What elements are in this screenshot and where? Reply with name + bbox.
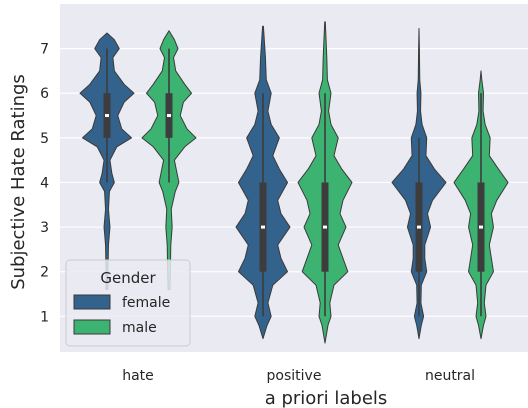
violin-median	[479, 225, 483, 229]
legend-swatch-female	[73, 294, 111, 310]
y-tick-label: 7	[40, 42, 49, 58]
violin-median	[105, 114, 109, 118]
violins	[79, 21, 509, 344]
x-tick-label: hate	[122, 368, 154, 384]
y-tick-label: 6	[40, 86, 49, 102]
x-tick-labels: hate positive neutral	[122, 368, 475, 384]
violin-median	[417, 225, 421, 229]
violin-median	[167, 114, 171, 118]
x-axis-label: a priori labels	[265, 388, 388, 408]
legend-title: Gender	[100, 269, 156, 287]
y-tick-labels: 1 2 3 4 5 6 7	[40, 42, 49, 326]
y-tick-label: 4	[40, 175, 49, 191]
legend-swatch-male	[73, 319, 111, 335]
y-tick-label: 2	[40, 265, 49, 281]
x-tick-label: neutral	[425, 368, 475, 384]
x-tick-label: positive	[267, 368, 322, 384]
y-tick-label: 3	[40, 220, 49, 236]
legend-label-male: male	[122, 320, 157, 336]
legend: Gender female male	[65, 259, 191, 347]
violin-median	[261, 225, 265, 229]
y-tick-label: 1	[40, 309, 49, 325]
violin-median	[323, 225, 327, 229]
y-axis-label: Subjective Hate Ratings	[8, 74, 29, 290]
y-tick-label: 5	[40, 131, 49, 147]
legend-label-female: female	[122, 295, 170, 311]
